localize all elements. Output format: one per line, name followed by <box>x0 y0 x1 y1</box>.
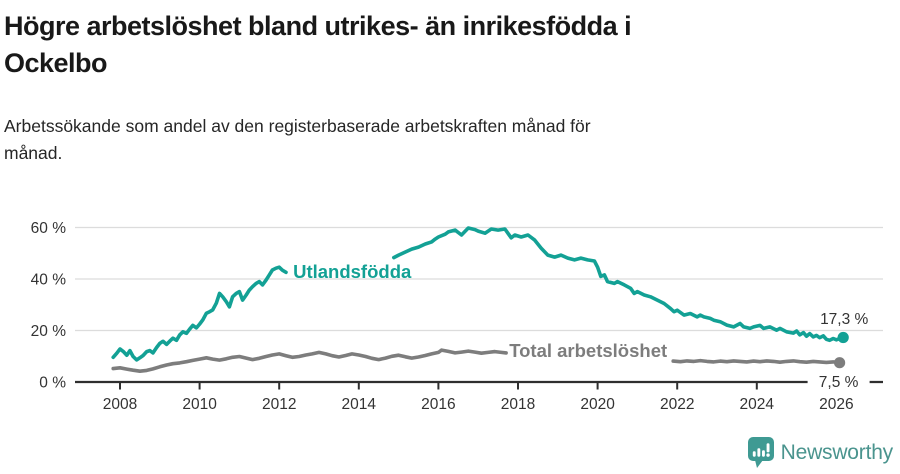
end-dot-total-arbetslöshet <box>834 357 846 369</box>
x-tick-label-2018: 2018 <box>501 396 535 413</box>
end-label-utlandsfödda: 17,3 % <box>820 311 868 328</box>
series-label-total-arbetslöshet: Total arbetslöshet <box>509 340 667 361</box>
x-tick-label-2022: 2022 <box>660 396 694 413</box>
x-tick-label-2008: 2008 <box>103 396 137 413</box>
end-label-total-arbetslöshet: 7,5 % <box>819 374 859 391</box>
newsworthy-bar-chart-icon <box>747 437 774 468</box>
title-line-1: Högre arbetslöshet bland utrikes- än inr… <box>4 11 632 41</box>
series-line-utlandsfödda-seg2 <box>391 226 846 343</box>
x-tick-label-2014: 2014 <box>342 396 377 413</box>
subtitle-line-1: Arbetssökande som andel av den registerb… <box>4 116 591 136</box>
series-line-total-arbetslöshet-seg1 <box>111 348 508 374</box>
x-tick-label-2010: 2010 <box>182 396 217 413</box>
subtitle-line-2: månad. <box>4 143 63 163</box>
y-tick-label-20: 20 % <box>31 323 67 340</box>
chart-subtitle: Arbetssökande som andel av den registerb… <box>4 113 864 167</box>
y-tick-label-60: 60 % <box>31 220 67 237</box>
title-line-2: Ockelbo <box>4 48 108 78</box>
x-tick-label-2026: 2026 <box>819 396 853 413</box>
x-tick-label-2020: 2020 <box>580 396 615 413</box>
x-tick-label-2012: 2012 <box>262 396 296 413</box>
end-label-bg-total-arbetslöshet <box>807 374 870 390</box>
series-line-total-arbetslöshet-seg2 <box>671 358 842 365</box>
y-tick-label-0: 0 % <box>39 375 66 392</box>
page-title: Högre arbetslöshet bland utrikes- än inr… <box>4 8 864 82</box>
end-dot-utlandsfödda <box>837 331 849 344</box>
y-tick-label-40: 40 % <box>31 272 67 289</box>
series-line-utlandsfödda-seg1 <box>111 265 288 362</box>
x-tick-label-2024: 2024 <box>740 396 775 413</box>
newsworthy-brand-name: Newsworthy <box>780 441 894 464</box>
x-tick-label-2016: 2016 <box>421 396 455 413</box>
series-label-utlandsfödda: Utlandsfödda <box>293 261 412 282</box>
newsworthy-logo-link[interactable]: Newsworthy <box>747 437 894 469</box>
